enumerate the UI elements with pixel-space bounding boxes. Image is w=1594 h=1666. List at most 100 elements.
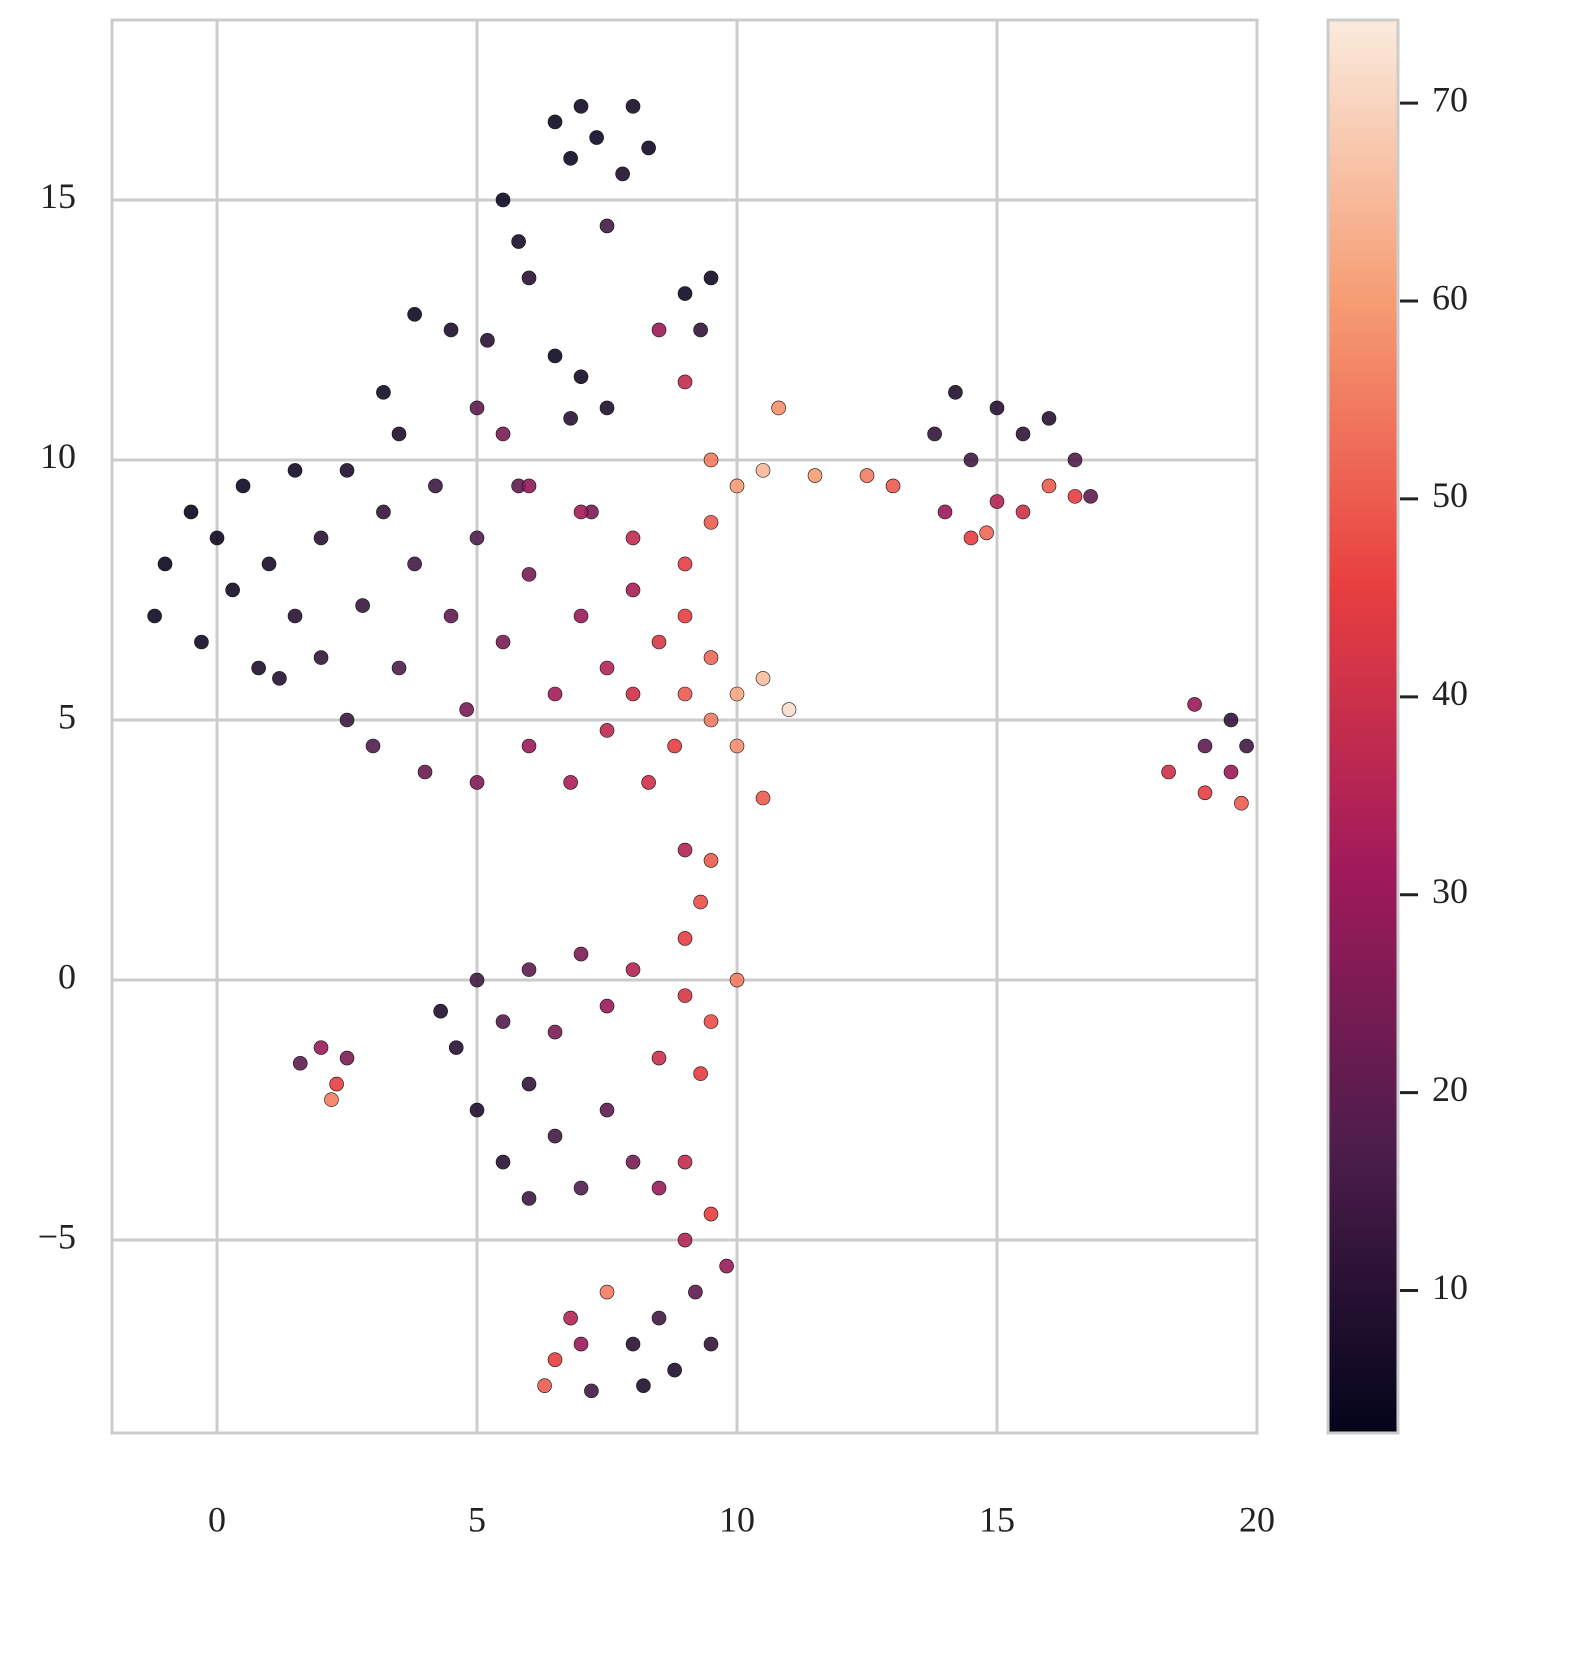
point xyxy=(313,650,329,665)
x-tick-label: 5 xyxy=(468,1499,486,1539)
point xyxy=(1223,764,1239,780)
point xyxy=(599,400,615,416)
point xyxy=(755,671,771,686)
point xyxy=(495,1154,511,1170)
point xyxy=(677,686,693,702)
point xyxy=(677,286,693,301)
point xyxy=(989,400,1005,416)
point xyxy=(1197,738,1213,754)
point xyxy=(272,671,287,686)
y-tick-label: 0 xyxy=(58,956,76,996)
point xyxy=(693,1066,708,1081)
point xyxy=(599,998,615,1014)
point xyxy=(625,1336,641,1352)
point xyxy=(625,686,641,702)
colorbar-tick-label: 10 xyxy=(1432,1267,1468,1307)
colorbar xyxy=(1326,18,1400,1435)
point xyxy=(703,712,719,728)
point xyxy=(729,686,745,702)
point xyxy=(1234,795,1249,811)
point xyxy=(677,988,693,1003)
point xyxy=(469,1102,485,1118)
point xyxy=(521,478,537,494)
point xyxy=(703,515,719,530)
point xyxy=(459,702,474,717)
point xyxy=(703,1336,719,1352)
point xyxy=(573,369,589,385)
point xyxy=(547,686,563,702)
point xyxy=(225,582,240,598)
point xyxy=(1161,764,1176,780)
point xyxy=(667,1362,682,1378)
point xyxy=(651,634,667,650)
point xyxy=(443,608,459,624)
point xyxy=(677,374,693,390)
point xyxy=(755,790,771,806)
point xyxy=(547,1024,563,1040)
point xyxy=(495,426,511,442)
x-tick-label: 15 xyxy=(979,1499,1015,1539)
point xyxy=(313,530,329,546)
colorbar-tick-label: 70 xyxy=(1432,79,1468,119)
point xyxy=(428,478,443,494)
point xyxy=(563,1310,578,1326)
point xyxy=(641,775,656,790)
point xyxy=(511,234,526,249)
point xyxy=(625,962,641,977)
point xyxy=(584,1383,599,1399)
point xyxy=(703,270,719,286)
point xyxy=(937,504,953,520)
point xyxy=(979,525,994,541)
point xyxy=(521,567,537,582)
point xyxy=(376,385,391,400)
point xyxy=(651,1180,667,1196)
point xyxy=(703,452,719,468)
point xyxy=(469,972,485,988)
point xyxy=(235,478,251,494)
point xyxy=(1015,504,1031,520)
point xyxy=(209,530,225,546)
point xyxy=(251,660,266,676)
point xyxy=(448,1040,464,1055)
point xyxy=(677,556,693,572)
point xyxy=(693,322,708,338)
point xyxy=(781,702,797,717)
point xyxy=(703,650,719,665)
point xyxy=(1223,712,1239,728)
point xyxy=(651,1050,667,1066)
point xyxy=(355,598,370,613)
point xyxy=(703,1206,719,1222)
point xyxy=(547,114,563,130)
point xyxy=(469,775,485,790)
point xyxy=(677,842,693,858)
point xyxy=(719,1258,734,1274)
point xyxy=(407,307,422,322)
y-tick-label: 15 xyxy=(40,176,76,216)
point xyxy=(625,99,641,114)
point xyxy=(563,411,578,426)
point xyxy=(677,1232,693,1248)
point xyxy=(1197,785,1213,801)
point xyxy=(703,853,719,868)
point xyxy=(324,1092,339,1107)
point xyxy=(1187,697,1202,712)
point xyxy=(183,504,199,520)
y-tick-label: 10 xyxy=(40,436,76,476)
colorbar-tick-label: 60 xyxy=(1432,277,1468,317)
point xyxy=(563,151,578,166)
point xyxy=(599,218,615,234)
point xyxy=(677,1154,693,1170)
point xyxy=(469,400,485,416)
point xyxy=(339,463,355,478)
point xyxy=(1239,738,1254,754)
point xyxy=(376,504,391,520)
point xyxy=(1067,452,1083,468)
point xyxy=(615,166,630,182)
point xyxy=(599,1284,615,1300)
point xyxy=(1041,478,1057,494)
point xyxy=(495,192,511,208)
point xyxy=(927,426,942,442)
point xyxy=(963,452,979,468)
colorbar-tick-label: 30 xyxy=(1432,871,1468,911)
point xyxy=(495,1014,511,1029)
